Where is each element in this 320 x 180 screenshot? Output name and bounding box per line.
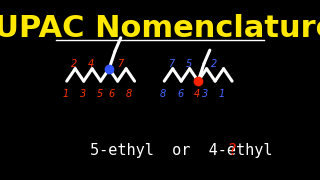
Text: 2: 2 — [71, 59, 77, 69]
Text: 6: 6 — [109, 89, 115, 99]
Text: 8: 8 — [126, 89, 132, 99]
Text: 5-ethyl  or  4-ethyl: 5-ethyl or 4-ethyl — [90, 143, 273, 158]
Text: 7: 7 — [117, 59, 124, 69]
Text: 4: 4 — [88, 59, 94, 69]
Text: 3: 3 — [202, 89, 208, 99]
Text: 1: 1 — [62, 89, 69, 99]
Text: 5: 5 — [96, 89, 103, 99]
Text: 6: 6 — [177, 89, 183, 99]
Text: 5: 5 — [186, 59, 192, 69]
Text: ?: ? — [228, 143, 236, 158]
Text: 8: 8 — [160, 89, 166, 99]
Text: 7: 7 — [169, 59, 175, 69]
Text: 1: 1 — [219, 89, 225, 99]
Text: 3: 3 — [79, 89, 86, 99]
Text: 2: 2 — [211, 59, 217, 69]
Text: 4: 4 — [194, 89, 200, 99]
Text: IUPAC Nomenclature: IUPAC Nomenclature — [0, 14, 320, 43]
